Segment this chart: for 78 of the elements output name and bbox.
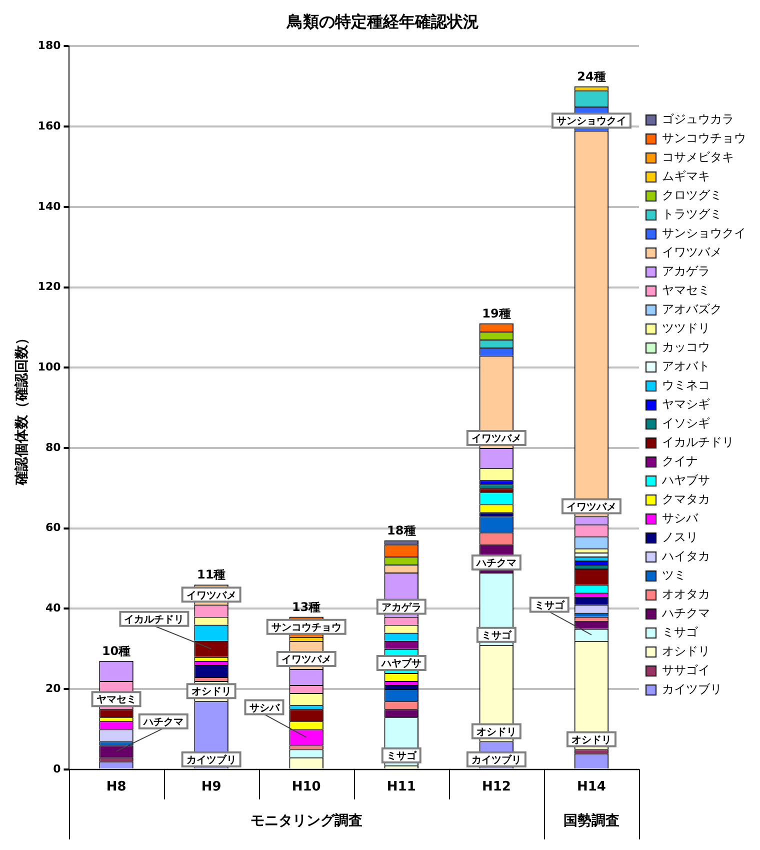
legend-label: クイナ xyxy=(662,454,698,468)
annotation: ミサゴ xyxy=(481,629,512,642)
annotation: ハヤブサ xyxy=(380,658,422,670)
annotation: 10種 xyxy=(102,644,131,658)
annotation: イカルチドリ xyxy=(124,614,184,626)
legend-label: ムギマキ xyxy=(662,169,710,184)
legend-label: イワツバメ xyxy=(662,245,722,260)
chart-title: 鳥類の特定種経年確認状況 xyxy=(286,12,479,31)
legend-label: ツミ xyxy=(662,568,686,582)
annotation: オシドリ xyxy=(476,726,516,738)
legend-label: クマタカ xyxy=(662,492,710,506)
annotation: ミサゴ xyxy=(386,750,418,762)
y-tick-label: 160 xyxy=(38,119,62,132)
legend-label: ハヤブサ xyxy=(661,473,710,488)
y-tick-label: 20 xyxy=(45,682,62,695)
annotation: 24種 xyxy=(577,70,606,84)
legend-label: コサメビタキ xyxy=(662,150,734,164)
y-tick-label: 140 xyxy=(38,200,62,213)
legend-label: カイツブリ xyxy=(662,682,722,696)
legend-label: ハイタカ xyxy=(661,549,710,564)
x-tick-label: H9 xyxy=(201,780,222,795)
legend-label: イソシギ xyxy=(662,416,710,430)
legend-label: ハチクマ xyxy=(661,606,710,620)
annotation: ハチクマ xyxy=(142,716,184,728)
annotation: カイツブリ xyxy=(186,754,236,766)
legend-label: イカルチドリ xyxy=(662,435,734,450)
legend-label: ゴジュウカラ xyxy=(662,112,734,126)
y-tick-label: 120 xyxy=(38,280,62,294)
annotation: ハチクマ xyxy=(475,558,516,570)
x-tick-label: H10 xyxy=(292,780,321,795)
x-tick-label: H14 xyxy=(576,780,606,795)
legend-label: ミサゴ xyxy=(662,625,699,640)
y-tick-label: 40 xyxy=(45,602,62,615)
text: 国勢調査 xyxy=(563,812,620,830)
annotation: ミサゴ xyxy=(534,599,566,612)
annotation: 11種 xyxy=(196,568,226,582)
legend-label: カッコウ xyxy=(662,340,710,354)
legend-label: サシバ xyxy=(662,511,699,526)
annotation: サンコウチョウ xyxy=(271,622,342,634)
annotation: アカゲラ xyxy=(381,601,422,614)
legend-label: ヤマシギ xyxy=(662,397,710,412)
x-tick-label: H11 xyxy=(386,780,416,795)
y-tick-label: 60 xyxy=(45,521,62,534)
legend-label: アオバト xyxy=(662,359,710,374)
legend-label: オオタカ xyxy=(662,587,710,602)
annotation: オシドリ xyxy=(571,734,612,746)
annotation: サンショウクイ xyxy=(556,116,626,128)
annotation: イワツバメ xyxy=(281,654,332,666)
legend-label: サンショウクイ xyxy=(662,226,746,240)
legend-label: トラツグミ xyxy=(662,207,722,222)
legend-label: ツツドリ xyxy=(662,321,710,336)
x-tick-label: H12 xyxy=(482,780,511,795)
annotation: イワツバメ xyxy=(566,502,616,513)
annotation: イワツバメ xyxy=(186,590,236,602)
y-tick-label: 0 xyxy=(53,762,62,776)
annotation: サシバ xyxy=(249,702,280,714)
legend-label: オシドリ xyxy=(662,644,710,658)
text: モニタリング調査 xyxy=(250,812,362,830)
legend-label: ササゴイ xyxy=(662,663,710,678)
annotation: 19種 xyxy=(482,306,511,321)
annotation: 18種 xyxy=(387,524,416,538)
y-tick-label: 80 xyxy=(45,440,62,454)
x-tick-label: H8 xyxy=(106,780,126,795)
legend-label: サンコウチョウ xyxy=(662,131,746,146)
annotation: カイツブリ xyxy=(471,754,522,766)
legend-label: クロツグミ xyxy=(662,188,722,202)
legend-label: アオバズク xyxy=(662,302,722,316)
legend-label: ウミネコ xyxy=(662,378,710,392)
annotation: イワツバメ xyxy=(471,434,522,445)
annotation: オシドリ xyxy=(191,686,232,698)
y-tick-label: 180 xyxy=(38,39,62,52)
annotation: 13種 xyxy=(292,600,321,614)
y-axis-title: 確認個体数（確認回数） xyxy=(13,330,30,486)
legend-label: ヤマセミ xyxy=(662,283,710,298)
annotation: ヤマセミ xyxy=(96,694,136,706)
legend-label: アカゲラ xyxy=(662,264,710,278)
legend-label: ノスリ xyxy=(662,530,698,544)
y-tick-label: 100 xyxy=(38,360,62,374)
